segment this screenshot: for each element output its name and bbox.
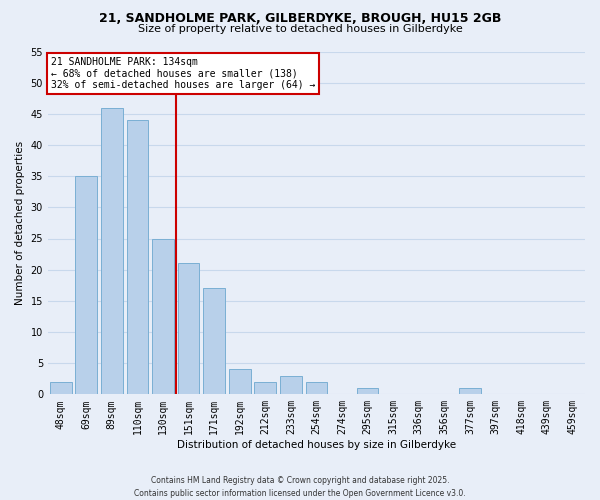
Bar bbox=[305, 382, 328, 394]
Text: 21 SANDHOLME PARK: 134sqm
← 68% of detached houses are smaller (138)
32% of semi: 21 SANDHOLME PARK: 134sqm ← 68% of detac… bbox=[50, 56, 315, 90]
Y-axis label: Number of detached properties: Number of detached properties bbox=[15, 141, 25, 305]
Bar bbox=[459, 388, 481, 394]
Bar bbox=[178, 264, 199, 394]
Text: 21, SANDHOLME PARK, GILBERDYKE, BROUGH, HU15 2GB: 21, SANDHOLME PARK, GILBERDYKE, BROUGH, … bbox=[99, 12, 501, 26]
Bar bbox=[203, 288, 225, 395]
Text: Size of property relative to detached houses in Gilberdyke: Size of property relative to detached ho… bbox=[137, 24, 463, 34]
Bar bbox=[50, 382, 71, 394]
Bar bbox=[101, 108, 123, 395]
Text: Contains HM Land Registry data © Crown copyright and database right 2025.
Contai: Contains HM Land Registry data © Crown c… bbox=[134, 476, 466, 498]
Bar bbox=[254, 382, 276, 394]
X-axis label: Distribution of detached houses by size in Gilberdyke: Distribution of detached houses by size … bbox=[177, 440, 456, 450]
Bar bbox=[152, 238, 174, 394]
Bar bbox=[127, 120, 148, 394]
Bar bbox=[357, 388, 379, 394]
Bar bbox=[280, 376, 302, 394]
Bar bbox=[229, 370, 251, 394]
Bar bbox=[76, 176, 97, 394]
